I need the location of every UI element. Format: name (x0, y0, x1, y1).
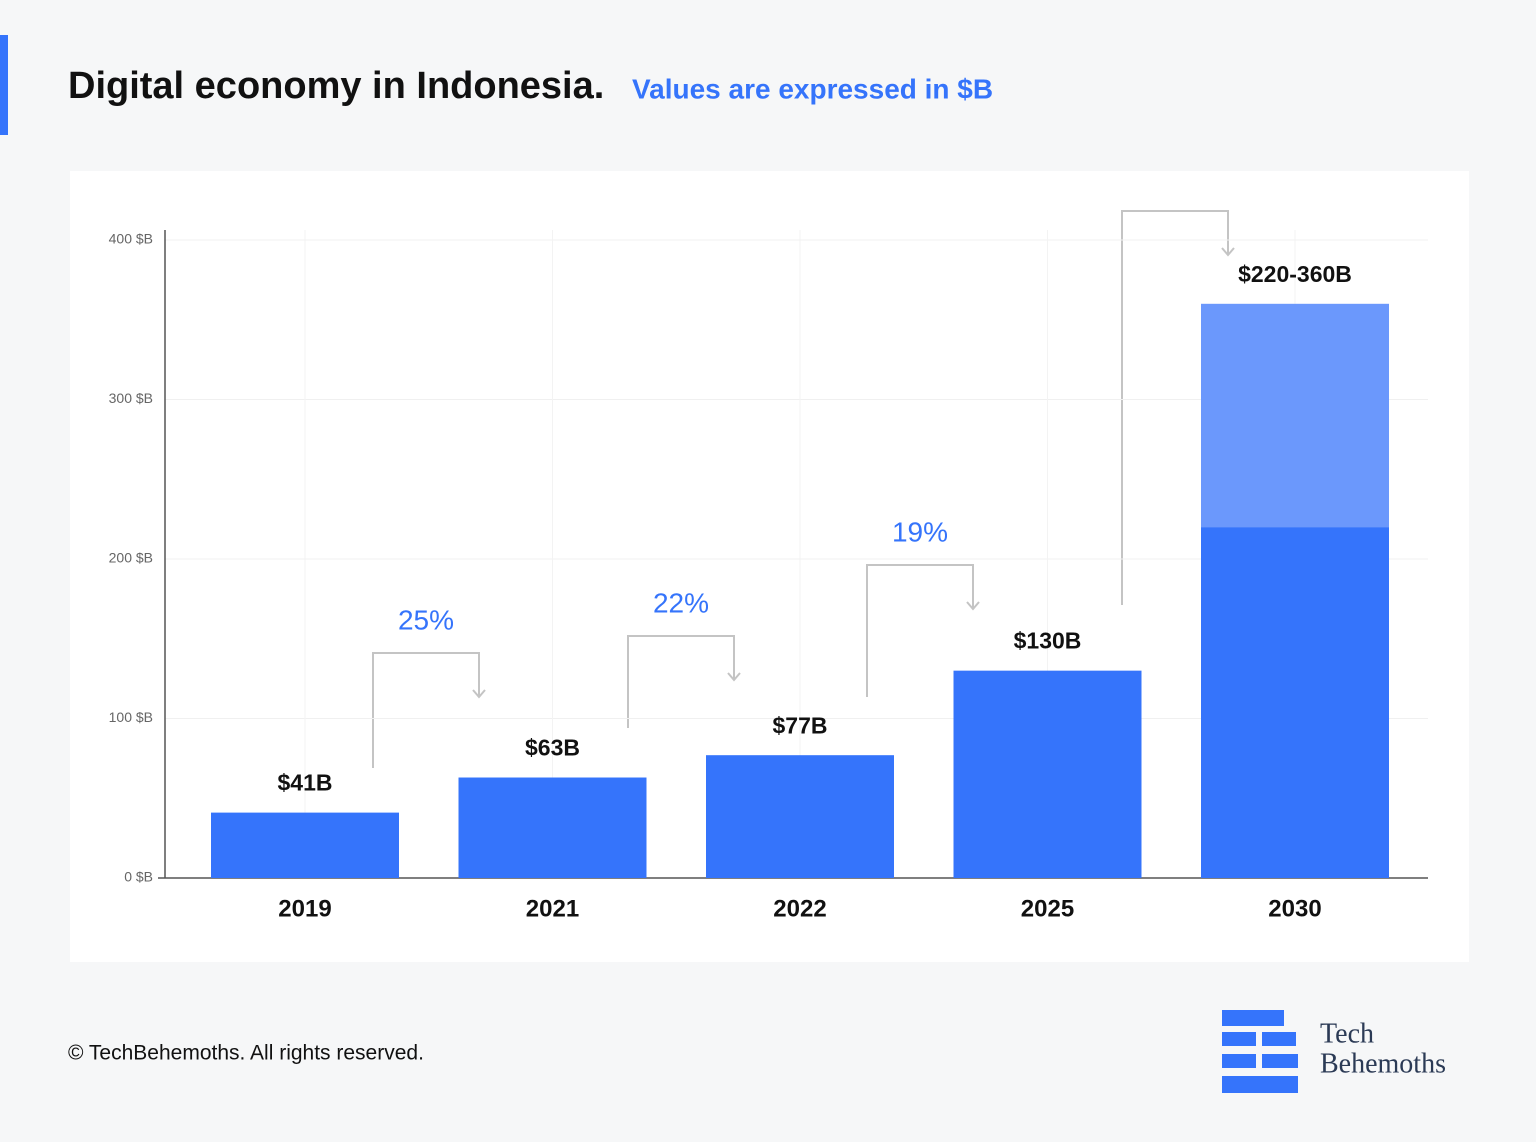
growth-label: 22% (653, 587, 709, 618)
growth-label: 25% (398, 604, 454, 635)
logo-text: Tech (1320, 1018, 1374, 1049)
y-tick-label: 100 $B (109, 709, 153, 725)
chart-title: Digital economy in Indonesia. (68, 65, 604, 107)
value-label: $130B (1014, 628, 1082, 654)
bracket-arrow (627, 635, 741, 728)
growth-brackets (372, 210, 1235, 768)
bar (458, 777, 647, 878)
bar (1201, 303, 1389, 528)
accent-bar (0, 35, 8, 135)
value-label: $220-360B (1238, 261, 1352, 287)
footer: © TechBehemoths. All rights reserved. (68, 1042, 424, 1065)
bracket-arrow (1121, 210, 1235, 605)
x-tick-label: 2025 (1021, 895, 1074, 922)
bar (706, 755, 894, 878)
chart-subtitle: Values are expressed in $B (632, 73, 993, 104)
bracket-arrow (866, 564, 980, 697)
x-tick-label: 2021 (526, 895, 579, 922)
bar (211, 812, 399, 878)
bracket-arrow (372, 652, 486, 768)
value-label: $41B (278, 770, 333, 796)
y-tick-label: 0 $B (124, 869, 153, 885)
bar (1201, 527, 1389, 878)
value-label: $63B (525, 735, 580, 761)
value-label: $77B (773, 712, 828, 738)
x-tick-label: 2030 (1268, 895, 1321, 922)
logo-icon (1222, 1010, 1298, 1093)
bar (953, 670, 1142, 878)
y-tick-label: 300 $B (109, 390, 153, 406)
y-tick-label: 200 $B (109, 550, 153, 566)
growth-label: 19% (892, 516, 948, 547)
logo-text: Behemoths (1320, 1048, 1446, 1079)
y-tick-label: 400 $B (109, 231, 153, 247)
x-tick-label: 2022 (773, 895, 826, 922)
x-tick-label: 2019 (278, 895, 331, 922)
